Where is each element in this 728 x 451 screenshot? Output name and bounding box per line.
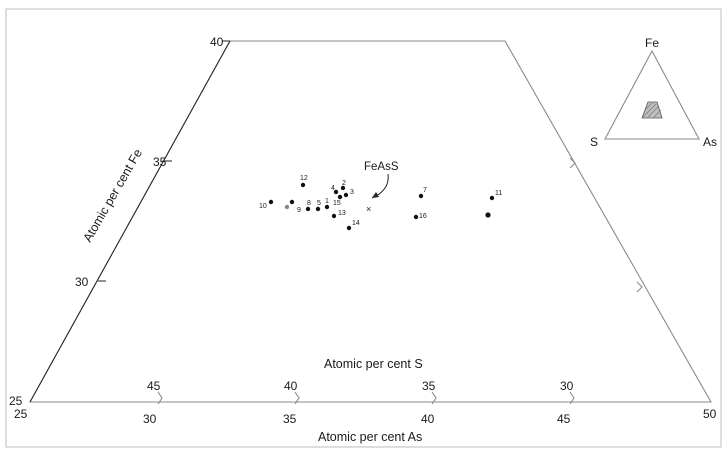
fe-tick-25: 25 bbox=[9, 394, 23, 408]
s-tick-30: 30 bbox=[560, 379, 574, 393]
data-point-8 bbox=[305, 206, 311, 212]
data-point-13 bbox=[331, 213, 337, 219]
fe-axis-ticks bbox=[98, 40, 230, 282]
data-point-7 bbox=[418, 193, 424, 199]
data-point-3 bbox=[343, 192, 349, 198]
s-tick-40: 40 bbox=[284, 379, 298, 393]
point-label-13: 13 bbox=[338, 210, 346, 217]
data-point-16 bbox=[413, 214, 419, 220]
fe-tick-30: 30 bbox=[75, 275, 89, 289]
data-point-extra-b bbox=[284, 204, 290, 210]
inset-fe-label: Fe bbox=[645, 36, 659, 50]
data-point-15 bbox=[337, 194, 343, 200]
s-tick-35: 35 bbox=[422, 379, 436, 393]
page-border bbox=[5, 8, 722, 448]
fe-tick-35: 35 bbox=[153, 155, 167, 169]
point-label-10: 10 bbox=[259, 203, 267, 210]
inset-hatching bbox=[642, 102, 662, 118]
point-label-1: 1 bbox=[325, 198, 329, 205]
data-point-14 bbox=[346, 225, 352, 231]
trapezoid-outline bbox=[29, 40, 712, 403]
s-axis-label: Atomic per cent S bbox=[324, 357, 423, 371]
data-point-extra-a bbox=[485, 212, 491, 218]
point-label-2: 2 bbox=[342, 180, 346, 187]
data-points bbox=[268, 182, 495, 231]
as-tick-45: 45 bbox=[557, 412, 571, 426]
as-tick-35: 35 bbox=[283, 412, 297, 426]
data-point-2 bbox=[340, 185, 346, 191]
feass-arrow-head bbox=[372, 192, 379, 198]
inset-as-label: As bbox=[703, 135, 717, 149]
data-point-10 bbox=[268, 199, 274, 205]
inset-s-label: S bbox=[590, 135, 598, 149]
data-point-12 bbox=[300, 182, 306, 188]
as-tick-50: 50 bbox=[703, 407, 717, 421]
point-label-12: 12 bbox=[300, 175, 308, 182]
as-tick-30: 30 bbox=[143, 412, 157, 426]
feass-label: FeAsS bbox=[364, 161, 399, 173]
fe-axis-line bbox=[29, 40, 231, 403]
inset-triangle bbox=[604, 49, 700, 140]
data-point-1 bbox=[324, 204, 330, 210]
s-axis-ticks bbox=[157, 391, 575, 405]
as-tick-40: 40 bbox=[421, 412, 435, 426]
feass-marker: × bbox=[366, 204, 371, 214]
point-label-3: 3 bbox=[350, 189, 354, 196]
as-tick-25: 25 bbox=[14, 407, 28, 421]
point-label-15: 15 bbox=[333, 200, 341, 207]
point-label-7: 7 bbox=[423, 187, 427, 194]
point-label-9: 9 bbox=[297, 207, 301, 214]
data-point-11 bbox=[489, 195, 495, 201]
fe-axis-label: Atomic per cent Fe bbox=[80, 147, 145, 245]
point-label-4: 4 bbox=[331, 185, 335, 192]
right-side-arrows bbox=[569, 157, 643, 293]
as-axis-label: Atomic per cent As bbox=[318, 430, 422, 444]
inset-ternary bbox=[604, 49, 700, 140]
point-label-14: 14 bbox=[352, 220, 360, 227]
point-label-8: 8 bbox=[307, 200, 311, 207]
point-label-5: 5 bbox=[317, 200, 321, 207]
s-tick-45: 45 bbox=[147, 379, 161, 393]
data-point-4 bbox=[333, 189, 339, 195]
point-label-16: 16 bbox=[419, 213, 427, 220]
point-label-11: 11 bbox=[495, 190, 502, 197]
data-point-5 bbox=[315, 206, 321, 212]
data-point-9 bbox=[289, 199, 295, 205]
fe-tick-40: 40 bbox=[210, 35, 224, 49]
